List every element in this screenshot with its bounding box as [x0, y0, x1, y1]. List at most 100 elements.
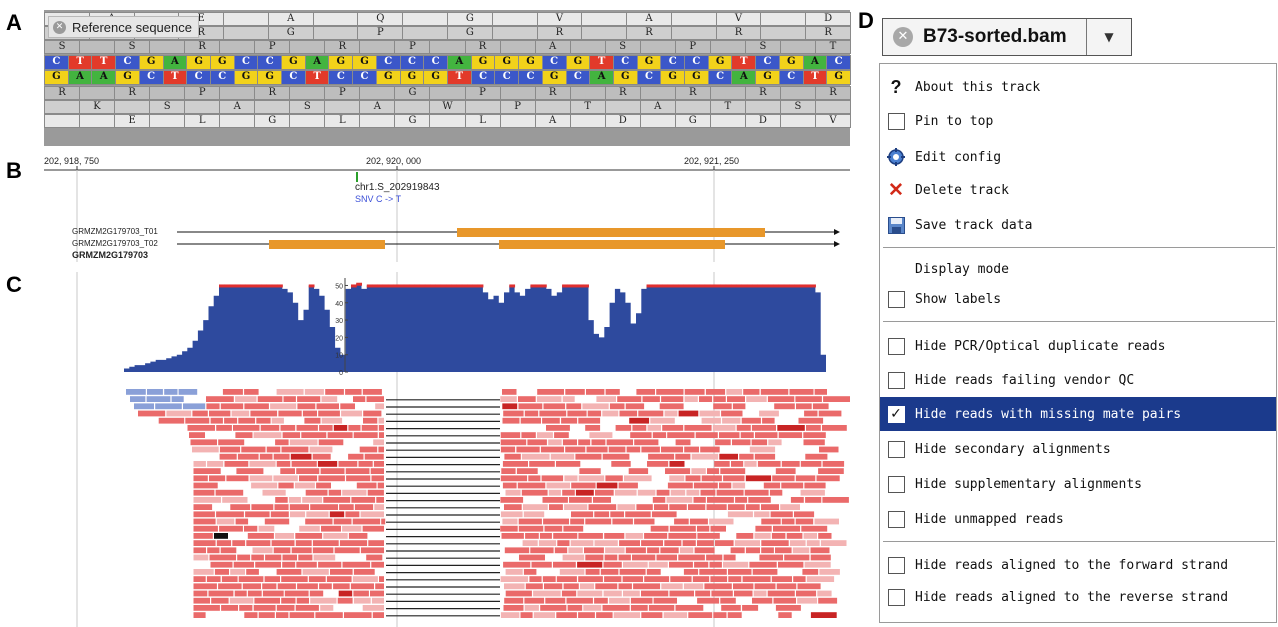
read [252, 547, 273, 554]
base-cell: C [518, 70, 543, 85]
read [761, 540, 789, 546]
menu-item-about[interactable]: ? About this track [880, 70, 1276, 104]
menu-item-hide-reverse-strand[interactable]: Hide reads aligned to the reverse strand [880, 580, 1276, 614]
read [810, 554, 831, 561]
menu-item-show-labels[interactable]: Show labels [880, 282, 1276, 316]
read [282, 561, 296, 568]
gene-annotation-track: 202, 918, 750 202, 920, 000 202, 921, 25… [44, 156, 850, 262]
read [711, 590, 733, 597]
amino-acid-cell [604, 100, 641, 114]
read [374, 504, 384, 510]
read [187, 425, 215, 431]
track-header[interactable]: ✕ B73-sorted.bam ▼ [882, 18, 1132, 56]
read [376, 497, 384, 503]
transcript-label-t02[interactable]: GRMZM2G179703_T02 [72, 239, 158, 248]
read [193, 482, 218, 489]
read [210, 561, 233, 568]
menu-item-hide-forward-strand[interactable]: Hide reads aligned to the forward strand [880, 548, 1276, 582]
read [707, 468, 720, 474]
menu-item-hide-secondary[interactable]: Hide secondary alignments [880, 432, 1276, 466]
read [561, 417, 578, 424]
close-icon[interactable]: ✕ [893, 27, 913, 47]
checkbox-icon[interactable] [887, 440, 905, 458]
base-cell: G [778, 55, 804, 70]
read [500, 446, 516, 453]
base-cell: C [328, 70, 354, 85]
read [796, 403, 812, 410]
base-cell: T [802, 70, 828, 85]
coverage-peak-cap [794, 284, 801, 288]
dropdown-arrow-icon[interactable]: ▼ [1086, 19, 1131, 55]
amino-acid-cell: E [114, 114, 151, 128]
alignment-track[interactable]: 50 40 30 20 10 0 [44, 272, 850, 627]
menu-item-save-track-data[interactable]: Save track data [880, 208, 1276, 242]
checkbox-icon[interactable] [887, 588, 905, 606]
reference-sequence-label[interactable]: ✕ Reference sequence [48, 16, 199, 38]
base-cell: G [755, 70, 780, 85]
checkbox-icon[interactable] [887, 112, 905, 130]
read [500, 576, 529, 582]
checkbox-icon[interactable] [887, 475, 905, 493]
read [540, 605, 567, 611]
menu-item-hide-failing-qc[interactable]: Hide reads failing vendor QC [880, 363, 1276, 397]
read [578, 417, 601, 424]
read [158, 417, 185, 424]
read [661, 583, 683, 590]
gene-name[interactable]: GRMZM2G179703 [72, 250, 149, 260]
read [189, 432, 205, 438]
reference-sequence-track[interactable]: AEAQGVAVDRGPGRRRRSSRPRPRASPSTCTTCGAGGCCG… [44, 10, 851, 146]
read [353, 590, 369, 597]
checkbox-icon[interactable] [887, 556, 905, 574]
menu-item-display-mode[interactable]: Display mode [880, 252, 1276, 286]
transcript-label-t01[interactable]: GRMZM2G179703_T01 [72, 227, 158, 236]
read [641, 446, 660, 453]
read [251, 554, 264, 561]
menu-item-hide-missing-mates[interactable]: ✓ Hide reads with missing mate pairs [880, 397, 1276, 431]
read [360, 511, 384, 518]
read [356, 482, 377, 489]
read [566, 403, 582, 410]
read [557, 540, 570, 546]
read [502, 389, 517, 395]
read [371, 561, 384, 568]
close-icon[interactable]: ✕ [53, 20, 66, 34]
read [364, 453, 384, 460]
checkbox-icon[interactable] [887, 510, 905, 528]
read [344, 612, 372, 618]
read [258, 525, 275, 532]
coverage-peak-cap [752, 284, 758, 288]
read [721, 605, 741, 611]
checkbox-icon[interactable] [887, 290, 905, 308]
read [763, 482, 781, 489]
checkbox-icon[interactable] [887, 371, 905, 389]
read [625, 533, 643, 539]
menu-item-edit-config[interactable]: Edit config [880, 140, 1276, 174]
menu-item-hide-supplementary[interactable]: Hide supplementary alignments [880, 467, 1276, 501]
read [309, 446, 333, 453]
read [810, 612, 837, 618]
read [348, 425, 361, 431]
read [648, 605, 675, 611]
read [796, 590, 817, 597]
read [704, 583, 732, 590]
menu-item-hide-unmapped[interactable]: Hide unmapped reads [880, 502, 1276, 536]
read [632, 554, 656, 561]
amino-acid-cell: R [604, 86, 641, 100]
read [299, 525, 320, 532]
checkbox-icon[interactable] [887, 337, 905, 355]
read [575, 453, 602, 460]
read [256, 417, 271, 424]
checkbox-checked-icon[interactable]: ✓ [887, 405, 905, 423]
menu-item-delete-track[interactable]: ✕ Delete track [880, 173, 1276, 207]
read [370, 590, 384, 597]
read [346, 475, 371, 482]
variant-name[interactable]: chr1.S_202919843 [355, 182, 440, 193]
read [206, 396, 234, 402]
read [342, 489, 367, 496]
menu-separator [883, 541, 1275, 542]
read [246, 569, 259, 575]
menu-item-hide-duplicates[interactable]: Hide PCR/Optical duplicate reads [880, 329, 1276, 363]
menu-item-pin-to-top[interactable]: Pin to top [880, 104, 1276, 138]
read [794, 511, 815, 518]
read [254, 597, 280, 604]
